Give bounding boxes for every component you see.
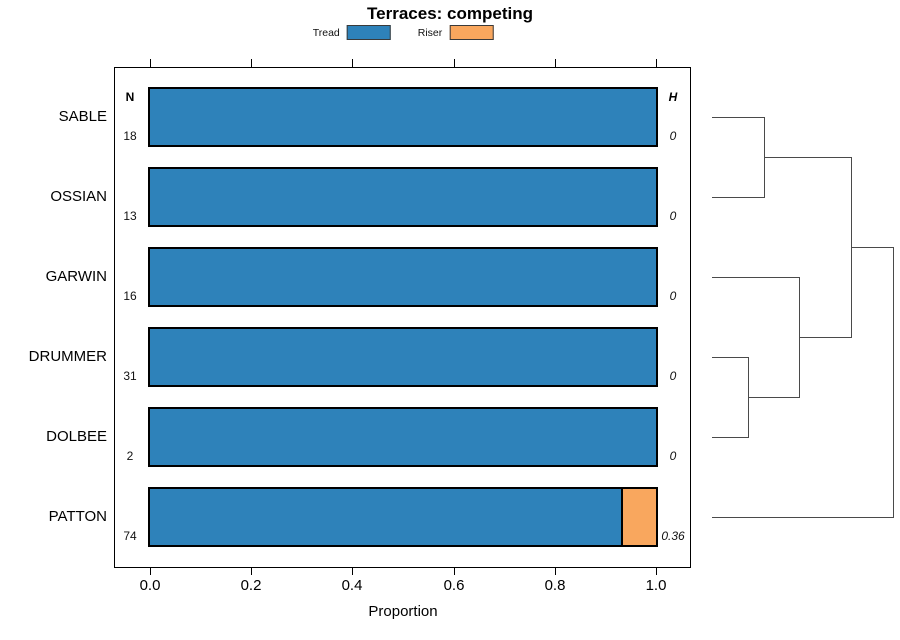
n-value: 31 [123, 369, 137, 383]
stacked-bar-ossian [148, 167, 658, 227]
stacked-bar-patton [148, 487, 658, 547]
dendrogram-segment [764, 157, 852, 158]
dendrogram-segment [712, 437, 749, 438]
h-value: 0 [669, 449, 677, 463]
x-axis-tick-label: 0.6 [443, 577, 465, 594]
x-axis-tick-label: 0.2 [240, 577, 262, 594]
x-axis-tick-bottom [555, 567, 556, 575]
legend-item-tread: Tread [313, 25, 391, 40]
n-column-header: N [125, 90, 135, 104]
bar-segment-tread [150, 329, 656, 385]
bar-segment-riser [621, 489, 656, 545]
x-axis-label: Proportion [368, 603, 438, 620]
x-axis-tick-top [251, 59, 252, 67]
n-value: 18 [123, 129, 137, 143]
h-value: 0 [669, 369, 677, 383]
x-axis-tick-bottom [251, 567, 252, 575]
dendrogram-segment [712, 357, 749, 358]
category-label: DOLBEE [46, 428, 107, 445]
n-value: 13 [123, 209, 137, 223]
x-axis-tick-top [454, 59, 455, 67]
x-axis-tick-bottom [454, 567, 455, 575]
category-label: DRUMMER [28, 348, 107, 365]
dendrogram-segment [799, 337, 852, 338]
dendrogram-segment [712, 197, 765, 198]
h-value: 0.36 [661, 529, 685, 543]
x-axis-tick-top [352, 59, 353, 67]
dendrogram-segment [712, 117, 765, 118]
h-column-header: H [668, 90, 678, 104]
x-axis-tick-label: 0.4 [341, 577, 363, 594]
h-value: 0 [669, 289, 677, 303]
n-value: 2 [126, 449, 134, 463]
stacked-bar-drummer [148, 327, 658, 387]
legend-item-riser: Riser [418, 25, 494, 40]
x-axis-tick-top [656, 59, 657, 67]
x-axis-tick-bottom [150, 567, 151, 575]
dendrogram-segment [712, 517, 894, 518]
legend-label-riser: Riser [417, 26, 443, 39]
dendrogram-segment [712, 277, 800, 278]
bar-segment-tread [150, 409, 656, 465]
x-axis-tick-top [555, 59, 556, 67]
x-axis-tick-top [150, 59, 151, 67]
category-label: SABLE [58, 108, 107, 125]
bar-segment-tread [150, 89, 656, 145]
dendrogram-segment [851, 247, 894, 248]
category-label: GARWIN [45, 268, 107, 285]
stacked-bar-dolbee [148, 407, 658, 467]
legend-label-tread: Tread [312, 26, 340, 39]
x-axis-tick-bottom [656, 567, 657, 575]
category-label: OSSIAN [50, 188, 107, 205]
bar-segment-tread [150, 169, 656, 225]
stacked-bar-sable [148, 87, 658, 147]
n-value: 16 [123, 289, 137, 303]
h-value: 0 [669, 209, 677, 223]
x-axis-tick-bottom [352, 567, 353, 575]
chart-title: Terraces: competing [367, 4, 533, 23]
chart-legend: Tread Riser [313, 25, 494, 40]
category-label: PATTON [48, 508, 107, 525]
riser-color-swatch [449, 25, 494, 40]
tread-color-swatch [346, 25, 391, 40]
dendrogram-segment [893, 247, 894, 518]
dendrogram-segment [748, 397, 800, 398]
x-axis-tick-label: 0.8 [544, 577, 566, 594]
bar-segment-tread [150, 489, 621, 545]
x-axis-tick-label: 0.0 [139, 577, 161, 594]
x-axis-tick-label: 1.0 [645, 577, 667, 594]
n-value: 74 [123, 529, 137, 543]
plot-area-border [114, 67, 691, 568]
bar-segment-tread [150, 249, 656, 305]
stacked-bar-garwin [148, 247, 658, 307]
h-value: 0 [669, 129, 677, 143]
